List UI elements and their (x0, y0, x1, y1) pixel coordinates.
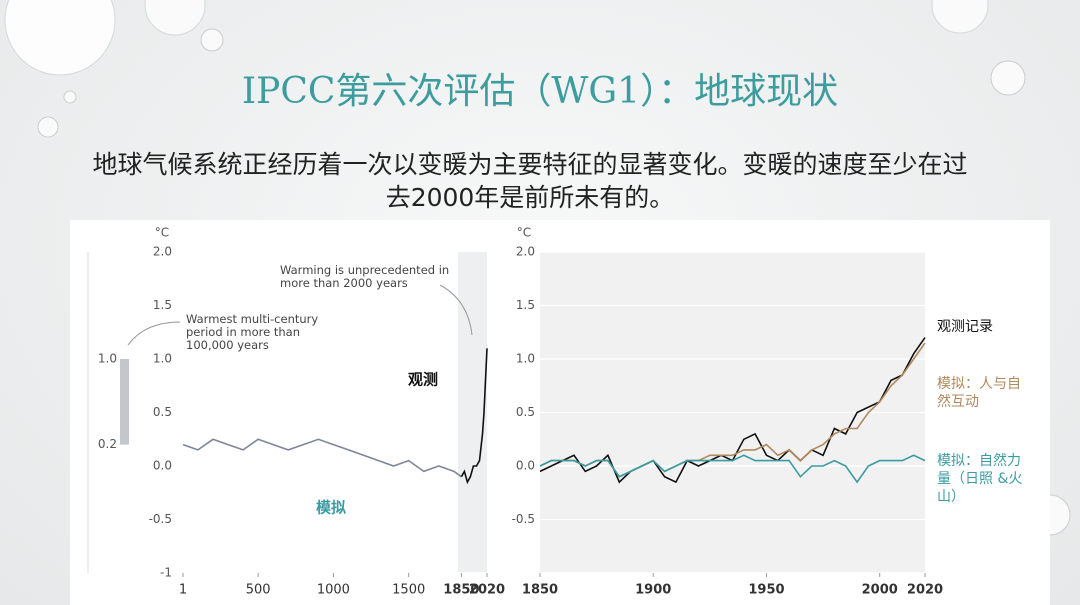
y-tick-label: 1.0 (153, 352, 172, 366)
y-tick-label: -1 (160, 566, 172, 580)
y-tick-label: 1.5 (153, 298, 172, 312)
range-label: 1.0 (98, 352, 117, 366)
x-tick-label: 1850 (522, 583, 558, 598)
y-tick-label: 0.0 (153, 459, 172, 473)
description: 地球气候系统正经历着一次以变暖为主要特征的显著变化。变暖的速度至少在过去2000… (92, 150, 968, 212)
y-tick-label: 0.5 (516, 405, 535, 419)
x-tick-label: 1950 (748, 583, 784, 598)
arrow (439, 284, 473, 336)
y-tick-label: 0.5 (153, 405, 172, 419)
annotation: Warming is unprecedented in more than 20… (280, 263, 450, 290)
drop (931, 0, 989, 34)
drop (37, 116, 59, 138)
x-tick-label: 1850 (443, 583, 479, 598)
series-label: 观测 (408, 371, 438, 389)
x-tick-label: 1500 (392, 583, 425, 598)
legend-entry: 模拟：人与自然互动 (937, 376, 1021, 410)
x-tick-label: 1000 (317, 583, 350, 598)
range-bar (120, 359, 129, 445)
drop (990, 60, 1026, 96)
arrow (127, 321, 181, 346)
legend-entry: 模拟：自然力量（日照 &火山） (937, 453, 1023, 505)
series-line (539, 454, 926, 484)
x-tick-label: 1 (179, 583, 187, 598)
drop (200, 28, 224, 52)
range-label: 0.2 (98, 437, 117, 451)
y-tick-label: 2.0 (153, 245, 172, 259)
drop (4, 0, 116, 76)
drop (63, 90, 77, 104)
x-tick-label: 2020 (469, 583, 505, 598)
recent-shade (458, 252, 487, 572)
y-tick-label: 0.0 (516, 459, 535, 473)
y-tick-label: 1.0 (516, 352, 535, 366)
x-tick-label: 2020 (907, 583, 943, 598)
y-tick-label: -0.5 (149, 512, 172, 526)
drop (144, 0, 206, 36)
y-unit: °C (155, 226, 169, 240)
series-label: 模拟 (316, 499, 346, 517)
x-tick-label: 500 (246, 583, 271, 598)
x-tick-label: 1900 (635, 583, 671, 598)
y-tick-label: 1.5 (516, 298, 535, 312)
x-tick-label: 2000 (862, 583, 898, 598)
series-line (182, 438, 462, 478)
annotation: Warmest multi-century period in more tha… (186, 312, 319, 352)
slide-title: IPCC第六次评估（WG1）：地球现状 (241, 71, 839, 112)
series-line (460, 348, 488, 485)
y-tick-label: -0.5 (512, 512, 535, 526)
legend-entry: 观测记录 (937, 319, 993, 335)
y-unit: °C (517, 226, 531, 240)
y-tick-label: 2.0 (516, 245, 535, 259)
